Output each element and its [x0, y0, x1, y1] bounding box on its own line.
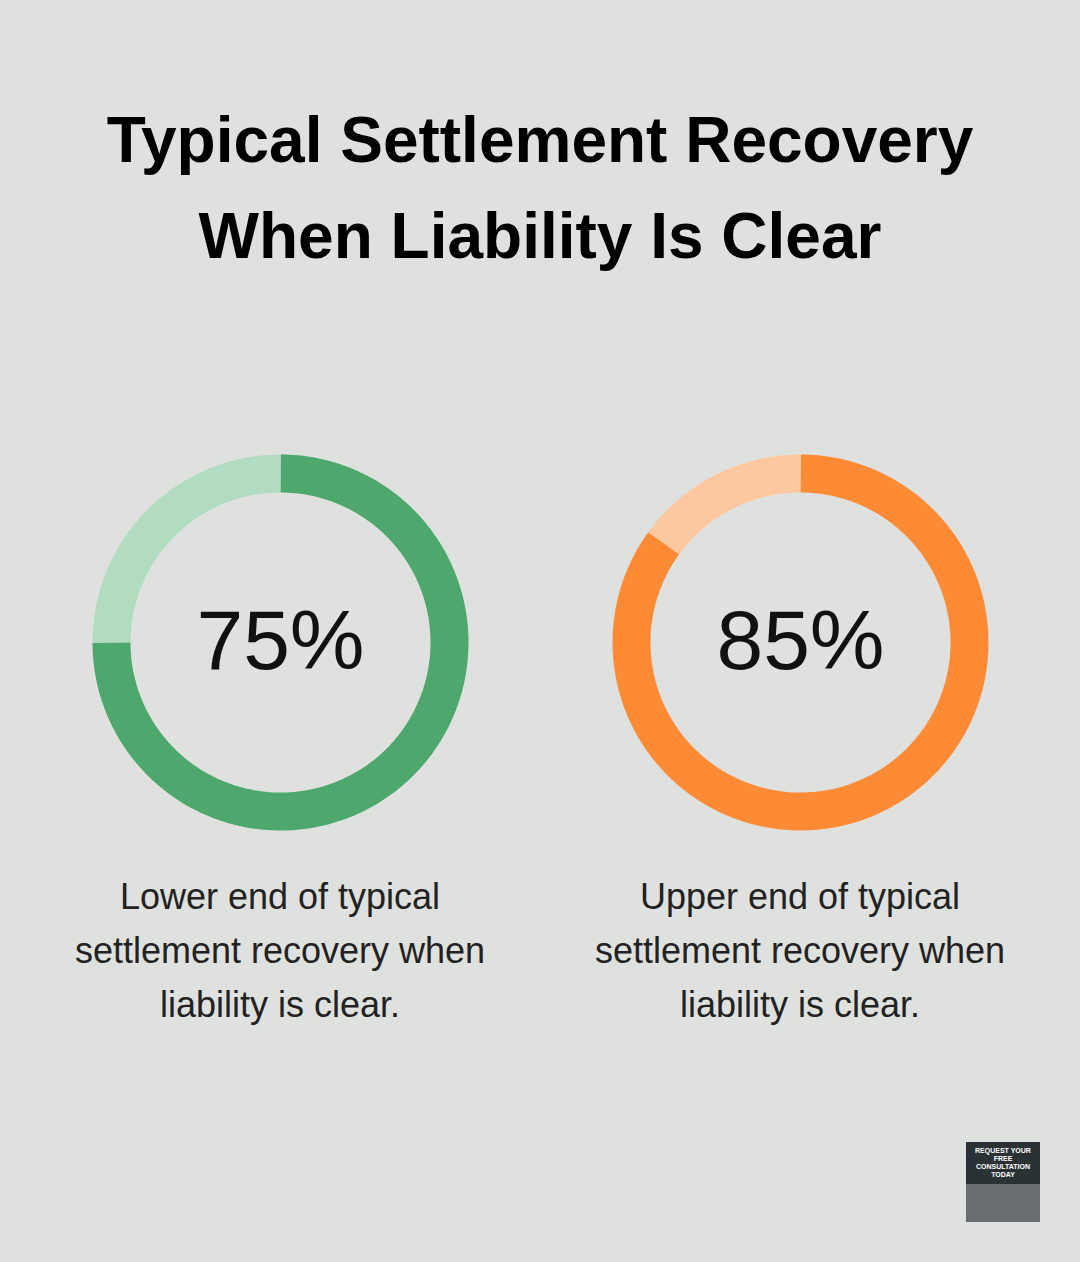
html-text:Upper end of typical settlemen: Upper end of typical settlement recovery… [594, 876, 1006, 1025]
html-text:Lower end of typical settlemen: Lower end of typical settlement recovery… [74, 876, 486, 1025]
svg-text:75%: 75% [196, 593, 364, 687]
html-text:REQUEST YOUR FREE CONSULTATION: REQUEST YOUR FREE CONSULTATION TODAY [975, 1147, 1031, 1178]
svg-text:85%: 85% [716, 593, 884, 687]
html-text:Typical Settlement Recovery Wh: Typical Settlement Recovery When Liabili… [106, 104, 974, 272]
